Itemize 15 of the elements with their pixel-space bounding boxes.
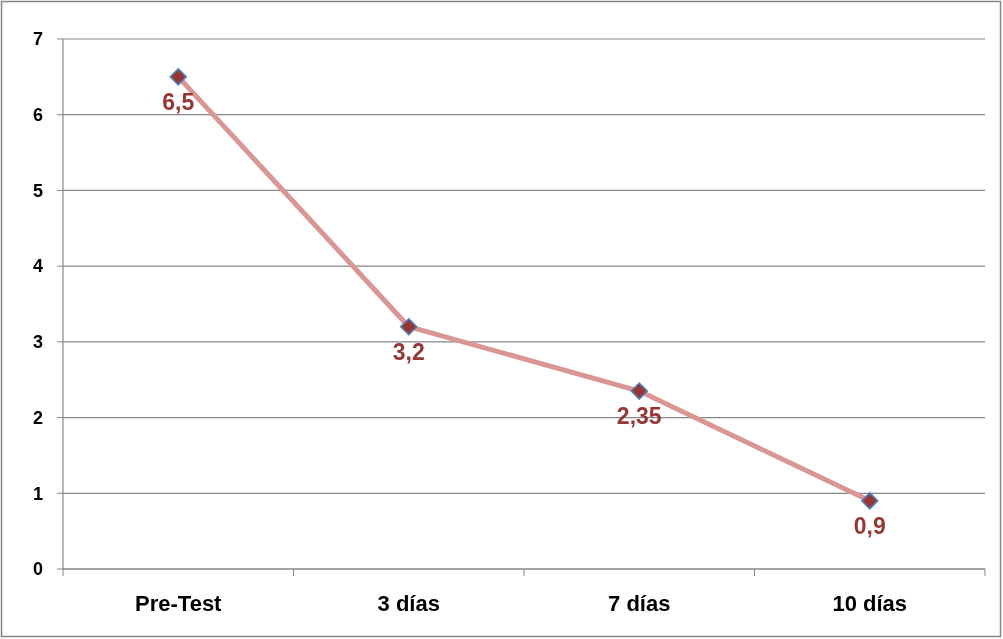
y-tick-label: 5 [32, 180, 44, 201]
data-label: 0,9 [853, 512, 886, 539]
y-tick-label: 0 [32, 559, 44, 580]
data-label: 3,2 [392, 338, 425, 365]
y-tick-label: 2 [32, 407, 44, 428]
x-tick-label: 10 días [832, 591, 908, 616]
data-label: 6,5 [162, 88, 195, 115]
y-tick-label: 4 [32, 256, 44, 277]
x-tick-label: 7 días [608, 591, 671, 616]
y-tick-label: 6 [32, 105, 44, 126]
x-tick-label: Pre-Test [135, 591, 223, 616]
y-tick-label: 3 [32, 332, 44, 353]
x-tick-label: 3 días [377, 591, 440, 616]
y-tick-label: 1 [32, 483, 44, 504]
y-tick-label: 7 [32, 29, 44, 50]
